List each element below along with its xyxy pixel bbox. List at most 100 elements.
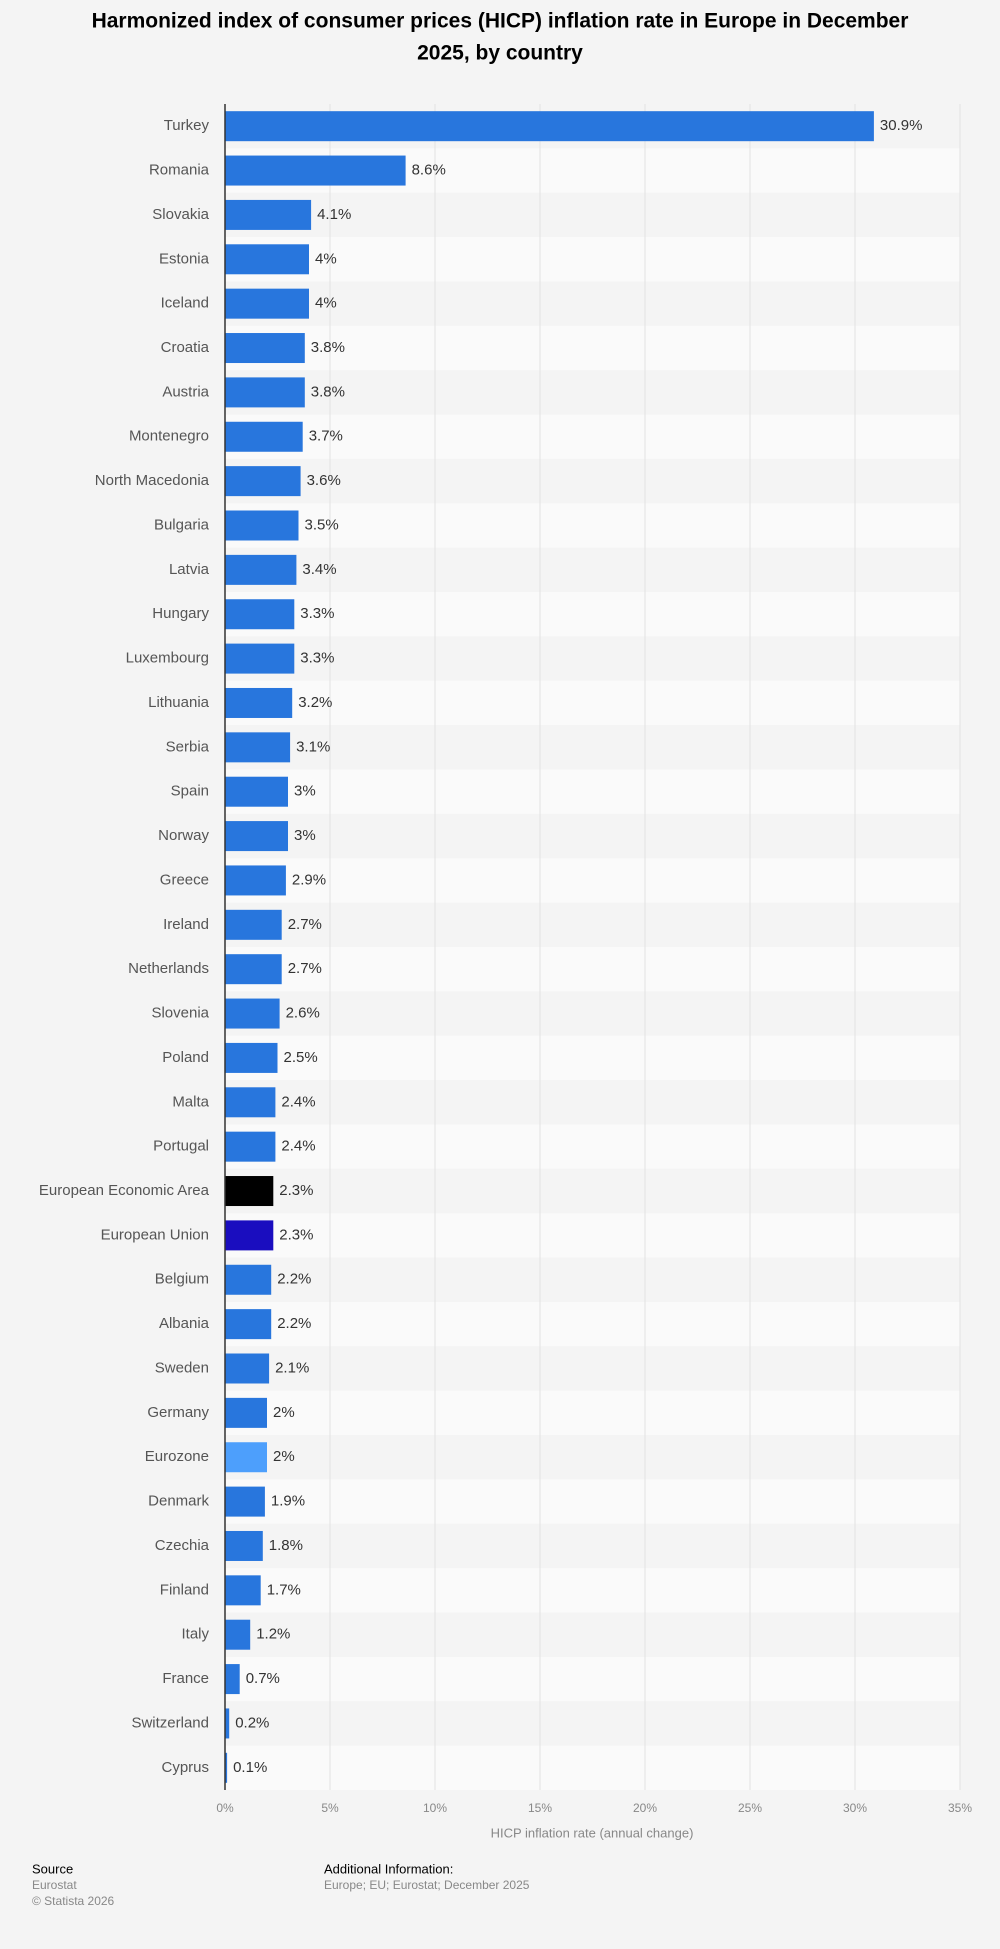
bar: [225, 1708, 230, 1739]
row-stripe: [225, 503, 960, 548]
bar: [225, 510, 299, 541]
y-tick-label: Slovakia: [152, 206, 209, 223]
row-stripe: [225, 1568, 960, 1613]
source: Eurostat: [32, 1878, 77, 1892]
row-stripe: [225, 1301, 960, 1347]
row-stripe: [225, 592, 960, 637]
row-stripe: [225, 813, 960, 859]
row-stripe: [225, 192, 960, 238]
y-tick-label: Luxembourg: [126, 650, 209, 667]
y-tick-label: European Economic Area: [39, 1182, 210, 1199]
row-stripe: [225, 414, 960, 459]
row-stripe: [225, 1701, 960, 1746]
y-tick-label: France: [162, 1670, 209, 1687]
data-label: 3.5%: [305, 516, 339, 533]
y-tick-label: Eurozone: [145, 1448, 209, 1465]
x-tick-label: 0%: [216, 1801, 234, 1815]
data-label: 1.7%: [267, 1581, 301, 1598]
row-stripe: [225, 1257, 960, 1302]
bar: [225, 466, 301, 497]
row-stripe: [225, 1168, 960, 1214]
row-stripe: [225, 1656, 960, 1702]
data-label: 2%: [273, 1404, 295, 1421]
data-label: 2.3%: [279, 1226, 313, 1243]
bar: [225, 1042, 278, 1073]
bar: [225, 865, 286, 896]
data-label: 2.5%: [284, 1049, 318, 1066]
bar: [225, 554, 297, 585]
data-label: 3.6%: [307, 472, 341, 489]
x-tick-label: 35%: [948, 1801, 972, 1815]
row-stripe: [225, 237, 960, 282]
y-tick-label: Turkey: [164, 117, 210, 134]
row-stripe: [225, 370, 960, 415]
bar: [225, 732, 291, 763]
data-label: 0.1%: [233, 1759, 267, 1776]
bar: [225, 1309, 272, 1340]
row-stripe: [225, 1124, 960, 1169]
bar: [225, 1220, 274, 1251]
bar: [225, 1087, 276, 1118]
data-label: 4.1%: [317, 206, 351, 223]
y-tick-label: Switzerland: [131, 1714, 209, 1731]
y-tick-label: Slovenia: [151, 1005, 209, 1022]
data-label: 1.2%: [256, 1626, 290, 1643]
row-stripe: [225, 281, 960, 326]
bar: [225, 687, 293, 718]
row-stripe: [225, 725, 960, 770]
row-stripe: [225, 902, 960, 947]
y-tick-label: Greece: [160, 871, 209, 888]
bar: [225, 111, 874, 142]
bar: [225, 1664, 240, 1695]
bar: [225, 954, 282, 985]
y-tick-label: Netherlands: [128, 960, 209, 977]
row-stripe: [225, 858, 960, 903]
y-tick-label: Sweden: [155, 1359, 209, 1376]
row-stripe: [225, 991, 960, 1036]
data-label: 0.2%: [235, 1714, 269, 1731]
y-tick-label: Spain: [171, 783, 209, 800]
data-label: 4%: [315, 295, 337, 312]
row-stripe: [225, 1080, 960, 1125]
data-label: 3.2%: [298, 694, 332, 711]
data-label: 3%: [294, 783, 316, 800]
data-label: 3.3%: [300, 605, 334, 622]
row-stripe: [225, 1479, 960, 1524]
data-label: 2.3%: [279, 1182, 313, 1199]
x-tick-label: 10%: [423, 1801, 447, 1815]
y-tick-label: Finland: [160, 1581, 209, 1598]
bar: [225, 1353, 270, 1384]
bar: [225, 333, 305, 364]
bar: [225, 909, 282, 940]
row-stripe: [225, 1346, 960, 1391]
additional-info: Europe; EU; Eurostat; December 2025: [324, 1878, 530, 1892]
y-tick-label: Malta: [172, 1093, 209, 1110]
data-label: 0.7%: [246, 1670, 280, 1687]
data-label: 1.8%: [269, 1537, 303, 1554]
bar: [225, 776, 288, 807]
y-tick-label: Norway: [158, 827, 209, 844]
y-tick-label: Romania: [149, 162, 210, 179]
data-label: 3.8%: [311, 383, 345, 400]
bar: [225, 288, 309, 319]
bar: [225, 244, 309, 275]
data-label: 2.6%: [286, 1005, 320, 1022]
y-tick-label: Portugal: [153, 1138, 209, 1155]
y-tick-label: Germany: [147, 1404, 209, 1421]
source-label: Source: [32, 1861, 73, 1876]
bar: [225, 1176, 274, 1207]
y-tick-label: Serbia: [166, 738, 210, 755]
row-stripe: [225, 1035, 960, 1081]
row-stripe: [225, 769, 960, 814]
y-tick-label: Czechia: [155, 1537, 210, 1554]
bar: [225, 155, 406, 186]
data-label: 1.9%: [271, 1493, 305, 1510]
bar: [225, 1530, 263, 1561]
bar: [225, 998, 280, 1029]
bar: [225, 421, 303, 452]
data-label: 3.7%: [309, 428, 343, 445]
y-tick-label: Bulgaria: [154, 516, 210, 533]
data-label: 2.2%: [277, 1315, 311, 1332]
y-tick-label: Albania: [159, 1315, 210, 1332]
